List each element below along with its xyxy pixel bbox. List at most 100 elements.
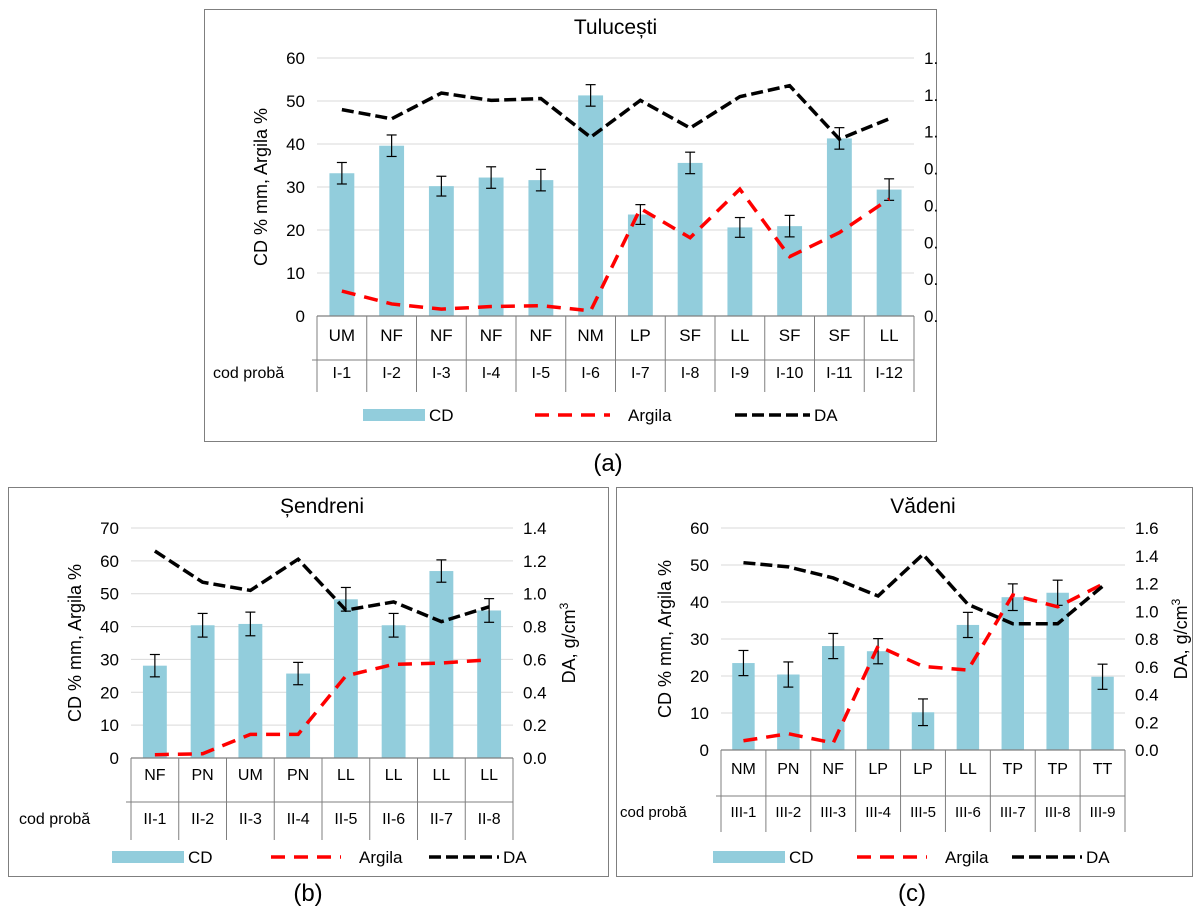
y-right-tick-label: 0.6 <box>924 196 938 215</box>
sample-code-label: III-5 <box>910 804 936 821</box>
sample-code-label: II-5 <box>334 811 357 828</box>
y-left-tick-label: 60 <box>100 552 119 571</box>
category-label: LL <box>385 767 403 784</box>
sample-code-label: III-6 <box>955 804 981 821</box>
sample-code-label: II-6 <box>382 811 405 828</box>
sample-code-label: I-2 <box>382 365 401 382</box>
y-left-tick-label: 20 <box>286 221 305 240</box>
cd-bar <box>528 180 554 316</box>
cd-bar <box>1091 676 1114 750</box>
sample-code-label: III-8 <box>1045 804 1071 821</box>
category-label: LL <box>730 326 749 345</box>
category-label: LP <box>913 761 933 778</box>
y-right-tick-label: 0.0 <box>924 307 938 326</box>
category-label: LP <box>630 326 651 345</box>
y-right-axis-label-sup: 3 <box>557 602 571 609</box>
y-right-tick-label: 0.4 <box>1135 686 1159 705</box>
y-left-tick-label: 30 <box>100 650 119 669</box>
chart-panel-c: Vădeni 0 10 20 30 40 50 60 0.0 0.2 0.4 0.6 0.8 1.0 1.2… <box>616 487 1193 877</box>
da-line <box>153 549 490 624</box>
sample-code-label: I-12 <box>875 365 903 382</box>
y-right-axis-label-sup: 3 <box>1169 598 1183 605</box>
cd-bar <box>956 624 980 750</box>
category-label: NF <box>530 326 553 345</box>
cd-bar <box>777 226 803 316</box>
y-right-tick-label: 0.4 <box>523 683 547 702</box>
da-line <box>341 83 890 142</box>
chart-panel-b: Șendreni 0 10 20 30 40 50 60 70 0.0 0.2 0.4 0.6 0.8 1.… <box>8 487 609 877</box>
legend-cd-swatch <box>713 851 785 863</box>
y-left-tick-label: 30 <box>286 178 305 197</box>
cd-bar <box>333 599 358 758</box>
y-right-tick-label: 1.2 <box>523 552 547 571</box>
sample-code-label: I-8 <box>681 365 700 382</box>
category-label: NM <box>577 326 603 345</box>
category-label: NF <box>430 326 453 345</box>
category-label: SF <box>679 326 701 345</box>
sample-code-label: I-3 <box>432 365 451 382</box>
category-label: PN <box>777 761 799 778</box>
y-right-tick-label: 0.2 <box>523 716 547 735</box>
row-label: cod probă <box>213 365 284 382</box>
cd-bar <box>727 227 753 316</box>
legend-argila-label: Argila <box>359 848 403 867</box>
sample-code-label: I-4 <box>482 365 501 382</box>
chart-svg-a: Tulucești 0 10 20 30 40 50 60 0.0 0.2 0.4 0.6 0.8 1.0… <box>213 16 938 425</box>
cd-bar <box>866 651 890 750</box>
category-label: NM <box>731 761 756 778</box>
chart-title: Șendreni <box>280 495 364 518</box>
sample-code-label: II-2 <box>191 811 214 828</box>
category-label: TP <box>1047 761 1067 778</box>
cd-bar <box>190 625 215 758</box>
category-label: NF <box>380 326 403 345</box>
cd-bar <box>477 610 502 758</box>
y-right-tick-label: 1.0 <box>1135 602 1159 621</box>
y-right-tick-label: 0.8 <box>924 160 938 179</box>
chart-title: Tulucești <box>574 16 657 39</box>
category-label: NF <box>823 761 845 778</box>
legend-argila-label: Argila <box>628 406 672 425</box>
sample-code-label: II-1 <box>143 811 166 828</box>
sample-code-label: III-3 <box>820 804 846 821</box>
y-right-tick-label: 1.2 <box>1135 575 1159 594</box>
y-right-tick-label: 1.2 <box>924 86 938 105</box>
caption-b: (b) <box>293 880 323 907</box>
legend-da-label: DA <box>503 848 527 867</box>
y-left-axis-label: CD % mm, Argila % <box>251 108 271 266</box>
cd-bar <box>822 646 845 750</box>
cd-bar <box>826 138 852 316</box>
category-label: TP <box>1003 761 1023 778</box>
cd-bar <box>379 145 405 316</box>
legend-cd-label: CD <box>429 406 454 425</box>
y-right-tick-label: 0.2 <box>924 270 938 289</box>
y-left-tick-label: 70 <box>100 519 119 538</box>
row-label: cod probă <box>620 804 687 821</box>
cd-bar <box>876 189 902 316</box>
chart-svg-b: Șendreni 0 10 20 30 40 50 60 70 0.0 0.2 0.4 0.6 0.8 1.… <box>19 495 579 867</box>
chart-panel-a: Tulucești 0 10 20 30 40 50 60 0.0 0.2 0.4 0.6 0.8 1.0… <box>204 9 938 442</box>
category-label: SF <box>779 326 801 345</box>
cd-bar <box>911 712 935 750</box>
y-right-tick-label: 0.6 <box>1135 658 1159 677</box>
category-label: PN <box>192 767 214 784</box>
y-right-tick-label: 0.0 <box>523 749 547 768</box>
y-left-tick-label: 60 <box>286 49 305 68</box>
cd-bar <box>428 186 454 316</box>
y-right-tick-label: 0.8 <box>523 618 547 637</box>
y-right-tick-label: 0.0 <box>1135 741 1159 760</box>
y-right-tick-label: 0.6 <box>523 650 547 669</box>
cd-bar <box>478 177 504 316</box>
legend-cd-swatch <box>112 851 184 863</box>
sample-code-label: III-1 <box>731 804 757 821</box>
da-line <box>743 551 1104 626</box>
cd-bar <box>1001 597 1024 750</box>
sample-code-label: I-10 <box>776 365 804 382</box>
y-left-tick-label: 50 <box>286 92 305 111</box>
y-left-tick-label: 60 <box>690 519 709 538</box>
sample-code-label: III-4 <box>865 804 891 821</box>
category-label: LL <box>880 326 899 345</box>
cd-bar <box>381 625 406 758</box>
cd-bar <box>142 665 167 758</box>
legend-cd-label: CD <box>188 848 213 867</box>
y-right-tick-label: 0.4 <box>924 233 938 252</box>
